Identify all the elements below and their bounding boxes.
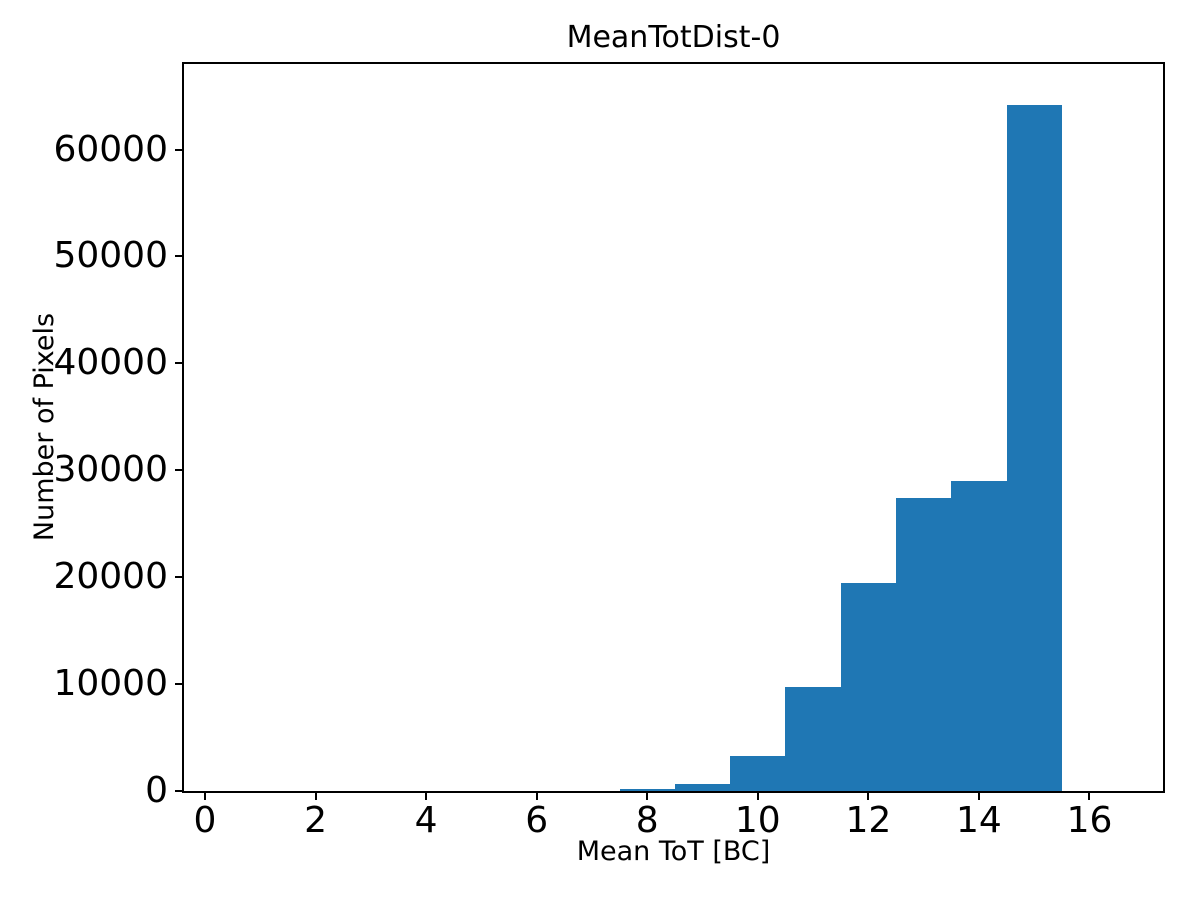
x-tick-label: 8 — [635, 800, 659, 841]
plot-area — [182, 62, 1165, 793]
y-tick-mark — [175, 148, 182, 151]
y-tick-mark — [175, 255, 182, 258]
x-tick-label: 10 — [734, 800, 781, 841]
x-axis-label: Mean ToT [BC] — [576, 836, 771, 867]
x-tick-mark — [535, 793, 538, 800]
y-tick-label: 0 — [145, 770, 168, 811]
histogram-bar — [785, 687, 841, 791]
y-tick-mark — [175, 790, 182, 792]
y-tick-label: 30000 — [53, 449, 168, 491]
x-tick-label: 14 — [956, 800, 1002, 841]
histogram-bar — [951, 480, 1007, 791]
x-tick-mark — [425, 793, 428, 800]
x-tick-mark — [1088, 793, 1091, 800]
y-tick-label: 20000 — [53, 556, 168, 598]
x-tick-mark — [977, 793, 980, 800]
x-tick-label: 6 — [525, 800, 549, 841]
chart-title: MeanTotDist-0 — [566, 20, 781, 55]
y-tick-mark — [175, 683, 182, 686]
x-tick-label: 16 — [1066, 800, 1113, 841]
y-axis-ticks: 0 10000 20000 30000 40000 50000 60000 — [0, 64, 182, 809]
y-tick-label: 40000 — [53, 342, 168, 384]
histogram-bar — [730, 755, 786, 791]
x-tick-mark — [646, 793, 649, 800]
histogram-bar — [674, 784, 731, 791]
histogram-bar — [840, 582, 896, 791]
y-tick-mark — [175, 469, 182, 472]
x-tick-label: 4 — [414, 800, 438, 841]
histogram-bar — [896, 498, 952, 791]
x-tick-mark — [204, 793, 206, 800]
y-tick-label: 10000 — [53, 663, 168, 705]
x-tick-mark — [756, 793, 759, 800]
y-tick-mark — [175, 576, 182, 579]
y-tick-label: 60000 — [53, 128, 168, 170]
x-tick-mark — [867, 793, 870, 800]
histogram-bar — [1006, 104, 1062, 791]
y-tick-mark — [175, 362, 182, 365]
x-tick-label: 2 — [304, 800, 328, 841]
x-tick-label: 0 — [193, 800, 217, 841]
histogram-bar — [619, 788, 675, 791]
x-tick-label: 12 — [845, 800, 892, 841]
y-tick-label: 50000 — [53, 235, 168, 277]
x-tick-mark — [314, 793, 317, 800]
